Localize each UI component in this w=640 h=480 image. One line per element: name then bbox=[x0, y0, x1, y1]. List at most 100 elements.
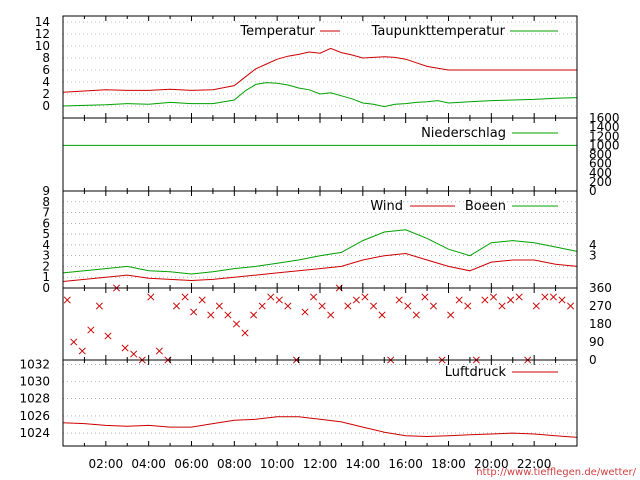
pressure-y-tick: 1024 bbox=[19, 426, 50, 440]
direction-point bbox=[70, 338, 78, 346]
direction-point bbox=[130, 350, 138, 358]
temp-y-tick: 0 bbox=[42, 99, 50, 113]
direction-point bbox=[421, 293, 429, 301]
direction-point bbox=[481, 296, 489, 304]
time-tick-label: 22:00 bbox=[517, 457, 552, 471]
direction-point bbox=[241, 329, 249, 337]
pressure-y-tick: 1028 bbox=[19, 392, 50, 406]
time-tick-label: 08:00 bbox=[217, 457, 252, 471]
direction-point bbox=[198, 296, 206, 304]
time-tick-label: 04:00 bbox=[131, 457, 166, 471]
precip-y-tick: 1400 bbox=[589, 120, 620, 134]
pressure-panel: 1032 1030 1028 1026 1024 Luftdruck bbox=[19, 357, 578, 440]
direction-point bbox=[147, 293, 155, 301]
direction-point bbox=[215, 302, 223, 310]
direction-point bbox=[121, 344, 129, 352]
direction-point bbox=[464, 302, 472, 310]
precip-y-tick: 200 bbox=[589, 175, 612, 189]
direction-point bbox=[549, 293, 557, 301]
direction-point bbox=[558, 296, 566, 304]
direction-point bbox=[498, 302, 506, 310]
legend-taupunkt: Taupunkttemperatur bbox=[371, 24, 506, 39]
wind-direction-panel: 360 270 180 90 0 bbox=[63, 281, 612, 367]
direction-point bbox=[344, 302, 352, 310]
time-tick-label: 02:00 bbox=[89, 457, 124, 471]
direction-point bbox=[412, 311, 420, 319]
gust-line bbox=[62, 229, 578, 275]
direction-point bbox=[155, 347, 163, 355]
temp-y-tick: 12 bbox=[35, 27, 50, 41]
direction-point bbox=[455, 296, 463, 304]
direction-point bbox=[275, 296, 283, 304]
direction-point bbox=[172, 302, 181, 310]
wind-y-tick: 0 bbox=[42, 281, 50, 295]
direction-y-tick: 0 bbox=[589, 353, 597, 367]
time-tick-label: 14:00 bbox=[346, 457, 381, 471]
legend-wind: Wind bbox=[370, 199, 403, 214]
direction-y-tick: 90 bbox=[589, 335, 604, 349]
temp-y-tick: 2 bbox=[42, 87, 50, 101]
precip-y-tick: 1600 bbox=[589, 111, 620, 125]
time-tick-label: 12:00 bbox=[303, 457, 338, 471]
wind-y-tick: 2 bbox=[42, 259, 50, 273]
direction-point bbox=[507, 296, 515, 304]
time-tick-label: 10:00 bbox=[260, 457, 295, 471]
direction-point bbox=[310, 293, 318, 301]
pressure-y-tick: 1030 bbox=[19, 375, 50, 389]
wind-y-tick: 1 bbox=[42, 270, 50, 284]
direction-point bbox=[361, 293, 369, 301]
direction-point bbox=[327, 311, 335, 319]
direction-point bbox=[378, 311, 386, 319]
wind-y-tick: 6 bbox=[42, 216, 50, 230]
wind-y-tick: 4 bbox=[42, 238, 50, 252]
time-tick-label: 16:00 bbox=[388, 457, 423, 471]
legend-boeen: Boeen bbox=[465, 199, 506, 214]
direction-point bbox=[284, 302, 292, 310]
legend-luftdruck: Luftdruck bbox=[445, 365, 507, 380]
direction-point bbox=[224, 311, 232, 319]
wind-y-tick: 3 bbox=[42, 249, 50, 263]
pressure-line bbox=[62, 416, 578, 438]
direction-point bbox=[258, 302, 266, 310]
direction-point bbox=[429, 302, 438, 310]
precip-y-tick: 1000 bbox=[589, 138, 620, 152]
precip-y-tick: 800 bbox=[589, 148, 612, 162]
direction-point bbox=[207, 311, 215, 319]
direction-point bbox=[515, 293, 523, 301]
direction-point bbox=[404, 302, 412, 310]
wind-line bbox=[62, 252, 578, 282]
direction-point bbox=[78, 347, 86, 355]
direction-point bbox=[447, 311, 455, 319]
direction-point bbox=[301, 308, 309, 316]
direction-point bbox=[232, 320, 241, 328]
direction-point bbox=[369, 302, 378, 310]
direction-point bbox=[87, 326, 95, 334]
direction-point bbox=[104, 332, 112, 340]
direction-point bbox=[567, 302, 575, 310]
direction-point bbox=[63, 296, 71, 304]
temperature-line bbox=[62, 47, 577, 93]
direction-point bbox=[318, 302, 326, 310]
temp-y-tick: 14 bbox=[35, 15, 50, 29]
credit-url[interactable]: http://www.tiefflegen.de/wetter/ bbox=[476, 467, 636, 478]
precip-y-tick: 600 bbox=[589, 157, 612, 171]
precip-y-tick: 400 bbox=[589, 166, 612, 180]
direction-point bbox=[250, 311, 258, 319]
direction-y-tick: 180 bbox=[589, 317, 612, 331]
pressure-y-tick: 1032 bbox=[19, 357, 50, 371]
direction-point bbox=[181, 293, 189, 301]
panel-frame bbox=[62, 287, 578, 361]
precip-y-tick: 1200 bbox=[589, 129, 620, 143]
direction-point bbox=[489, 293, 498, 301]
direction-point bbox=[395, 296, 403, 304]
direction-point bbox=[190, 308, 198, 316]
dewpoint-line bbox=[62, 82, 578, 108]
time-tick-label: 18:00 bbox=[431, 457, 466, 471]
direction-y-tick: 270 bbox=[589, 299, 612, 313]
legend-temperatur: Temperatur bbox=[239, 24, 315, 39]
temp-y-tick: 6 bbox=[42, 63, 50, 77]
direction-point bbox=[267, 293, 275, 301]
